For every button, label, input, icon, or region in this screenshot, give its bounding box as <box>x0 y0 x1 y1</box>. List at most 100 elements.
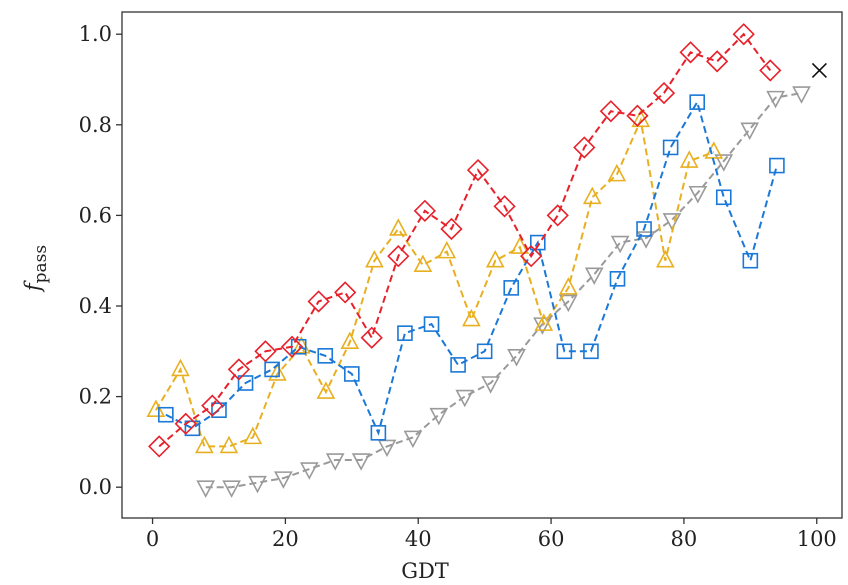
marker <box>636 221 652 237</box>
y-axis-subscript: pass <box>31 245 51 283</box>
x-tick-label: 40 <box>405 527 432 551</box>
marker <box>344 366 360 382</box>
marker <box>340 331 360 350</box>
marker <box>679 150 699 168</box>
marker <box>599 100 622 123</box>
marker <box>171 358 190 377</box>
marker <box>462 308 481 327</box>
marker <box>195 435 214 454</box>
marker <box>811 62 827 79</box>
marker <box>534 313 554 331</box>
marker <box>317 348 334 364</box>
y-tick-label: 0.6 <box>79 203 112 227</box>
marker <box>377 439 397 458</box>
marker <box>440 217 463 241</box>
y-tick-label: 1.0 <box>79 22 112 46</box>
marker <box>370 425 387 441</box>
marker <box>507 349 526 367</box>
marker <box>609 271 626 287</box>
y-tick-label: 0.8 <box>79 113 112 137</box>
marker <box>423 316 440 332</box>
marker <box>559 277 578 295</box>
marker <box>219 435 239 454</box>
marker <box>485 249 505 268</box>
marker <box>222 480 241 498</box>
marker <box>655 249 675 268</box>
marker <box>582 186 602 205</box>
marker <box>413 199 437 222</box>
marker <box>759 59 782 82</box>
x-tick-label: 100 <box>797 527 837 551</box>
marker <box>636 231 656 249</box>
marker <box>583 343 599 360</box>
marker <box>510 236 530 254</box>
marker <box>455 389 475 408</box>
marker <box>237 375 254 391</box>
y-axis-symbol: f <box>21 280 45 293</box>
marker <box>403 430 423 449</box>
marker <box>546 204 569 227</box>
marker <box>351 453 371 471</box>
marker <box>334 281 357 304</box>
marker <box>715 189 732 206</box>
marker <box>584 267 604 285</box>
marker <box>792 86 811 104</box>
marker <box>610 235 630 254</box>
marker <box>556 343 573 360</box>
series-line <box>165 99 778 436</box>
marker <box>626 104 649 127</box>
x-tick-label: 60 <box>538 527 565 551</box>
marker <box>662 213 682 231</box>
marker <box>146 399 166 417</box>
marker <box>740 122 760 141</box>
marker <box>437 240 457 259</box>
marker <box>705 50 729 73</box>
y-tick-label: 0.2 <box>79 385 112 409</box>
marker <box>450 357 466 373</box>
marker <box>714 154 734 172</box>
marker <box>466 158 490 182</box>
marker <box>360 326 383 349</box>
marker <box>481 376 500 394</box>
marker <box>769 157 785 174</box>
x-tick-label: 20 <box>272 527 299 551</box>
marker <box>254 340 277 363</box>
marker <box>413 254 433 273</box>
marker <box>397 325 413 341</box>
marker <box>742 252 759 269</box>
marker <box>201 394 224 417</box>
x-axis-label: GDT <box>401 559 449 583</box>
marker <box>274 471 293 489</box>
series-line <box>158 32 772 448</box>
marker <box>493 195 516 218</box>
marker <box>520 245 543 268</box>
marker <box>243 426 263 445</box>
marker <box>766 90 785 109</box>
marker <box>316 381 336 399</box>
marker <box>559 294 578 313</box>
y-axis-label: fpass <box>21 245 51 293</box>
marker <box>158 406 174 423</box>
marker <box>679 41 702 64</box>
marker <box>652 81 676 105</box>
marker <box>196 480 216 498</box>
marker <box>688 185 708 204</box>
marker <box>689 94 706 110</box>
x-tick-label: 0 <box>146 527 159 551</box>
marker <box>268 363 287 381</box>
marker <box>299 462 319 480</box>
marker <box>325 453 345 471</box>
marker <box>476 343 493 360</box>
marker <box>607 163 627 182</box>
series-line <box>155 116 715 448</box>
marker <box>365 249 384 268</box>
marker <box>662 139 679 156</box>
marker <box>732 23 755 46</box>
y-tick-label: 0.4 <box>79 294 112 318</box>
marker <box>227 358 251 381</box>
marker <box>280 335 304 358</box>
marker <box>503 280 520 296</box>
marker <box>248 475 267 494</box>
